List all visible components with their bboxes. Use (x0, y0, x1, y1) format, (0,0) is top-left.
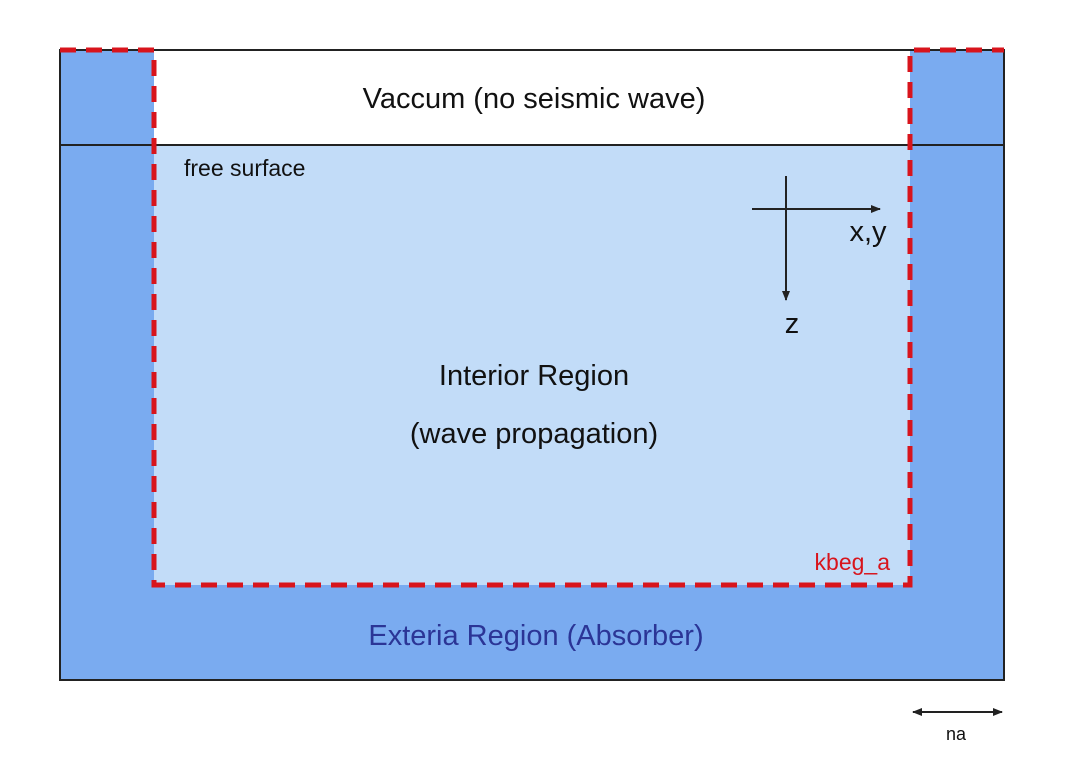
interior-subtitle-label: (wave propagation) (410, 418, 658, 450)
na-label: na (946, 724, 967, 744)
vertical-axis-label: z (785, 308, 800, 340)
interior-title-label: Interior Region (439, 360, 629, 392)
dashed-boundary (60, 47, 1004, 588)
vacuum-label: Vaccum (no seismic wave) (363, 83, 706, 115)
kbeg-label: kbeg_a (815, 549, 891, 575)
horizontal-axis-label: x,y (849, 216, 887, 248)
interior-region (154, 145, 910, 585)
exterior-label: Exteria Region (Absorber) (368, 620, 703, 652)
vacuum-region (154, 50, 910, 145)
free-surface-label: free surface (184, 155, 305, 181)
